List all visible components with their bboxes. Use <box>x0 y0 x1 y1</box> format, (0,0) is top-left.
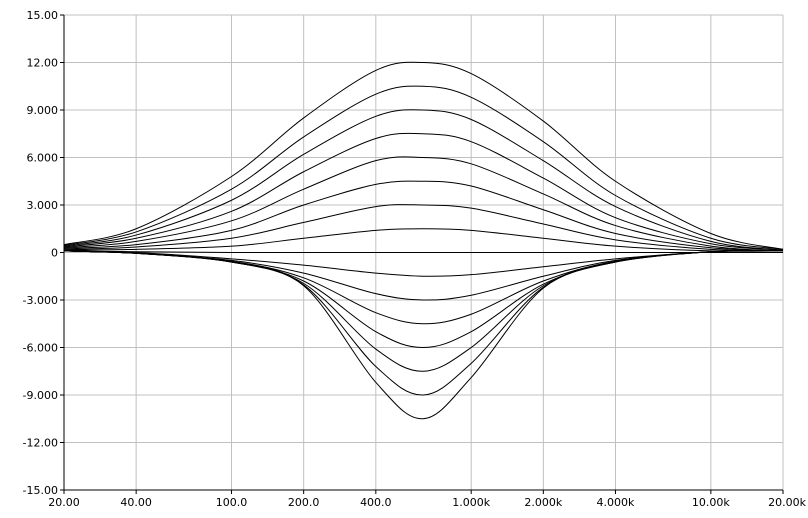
eq-curve-5 <box>63 180 784 252</box>
eq-curve-0 <box>63 61 784 250</box>
x-tick-label: 20.00k <box>768 496 806 509</box>
eq-curve-6 <box>63 204 784 252</box>
x-tick-label: 10.00k <box>692 496 730 509</box>
y-tick-label: -6.000 <box>23 342 58 355</box>
eq-curve-15 <box>63 250 784 420</box>
x-tick-label: 40.00 <box>120 496 152 509</box>
y-tick-label: -3.000 <box>23 294 58 307</box>
x-tick-label: 100.0 <box>216 496 248 509</box>
eq-curve-2 <box>63 109 784 251</box>
y-tick-label: 3.000 <box>27 199 59 212</box>
x-tick-label: 400.0 <box>360 496 392 509</box>
x-tick-label: 200.0 <box>288 496 320 509</box>
y-tick-label: 6.000 <box>27 152 59 165</box>
y-tick-label: -12.00 <box>23 437 58 450</box>
eq-curve-7 <box>63 228 784 252</box>
series-group <box>63 61 784 420</box>
x-tick-labels: 20.00 40.00 100.0 200.0 400.0 1.000k 2.000k 4.0… <box>48 496 806 509</box>
y-tick-label: 0 <box>51 247 58 260</box>
x-tick-label: 2.000k <box>524 496 562 509</box>
y-tick-label: -9.000 <box>23 389 58 402</box>
eq-curve-8 <box>63 250 783 254</box>
y-tick-label: -15.00 <box>23 484 58 497</box>
x-tick-label: 20.00 <box>48 496 80 509</box>
y-tick-label: 15.00 <box>27 9 59 22</box>
y-tick-labels: 15.00 12.00 9.000 6.000 3.000 0 -3.000 -6.000 -9… <box>23 9 58 497</box>
eq-curve-3 <box>63 132 784 251</box>
y-tick-label: 9.000 <box>27 104 59 117</box>
y-tick-label: 12.00 <box>27 57 59 70</box>
eq-curve-1 <box>63 85 784 250</box>
axes <box>60 14 784 494</box>
x-tick-label: 1.000k <box>452 496 490 509</box>
eq-curve-4 <box>63 156 784 252</box>
x-tick-label: 4.000k <box>597 496 635 509</box>
